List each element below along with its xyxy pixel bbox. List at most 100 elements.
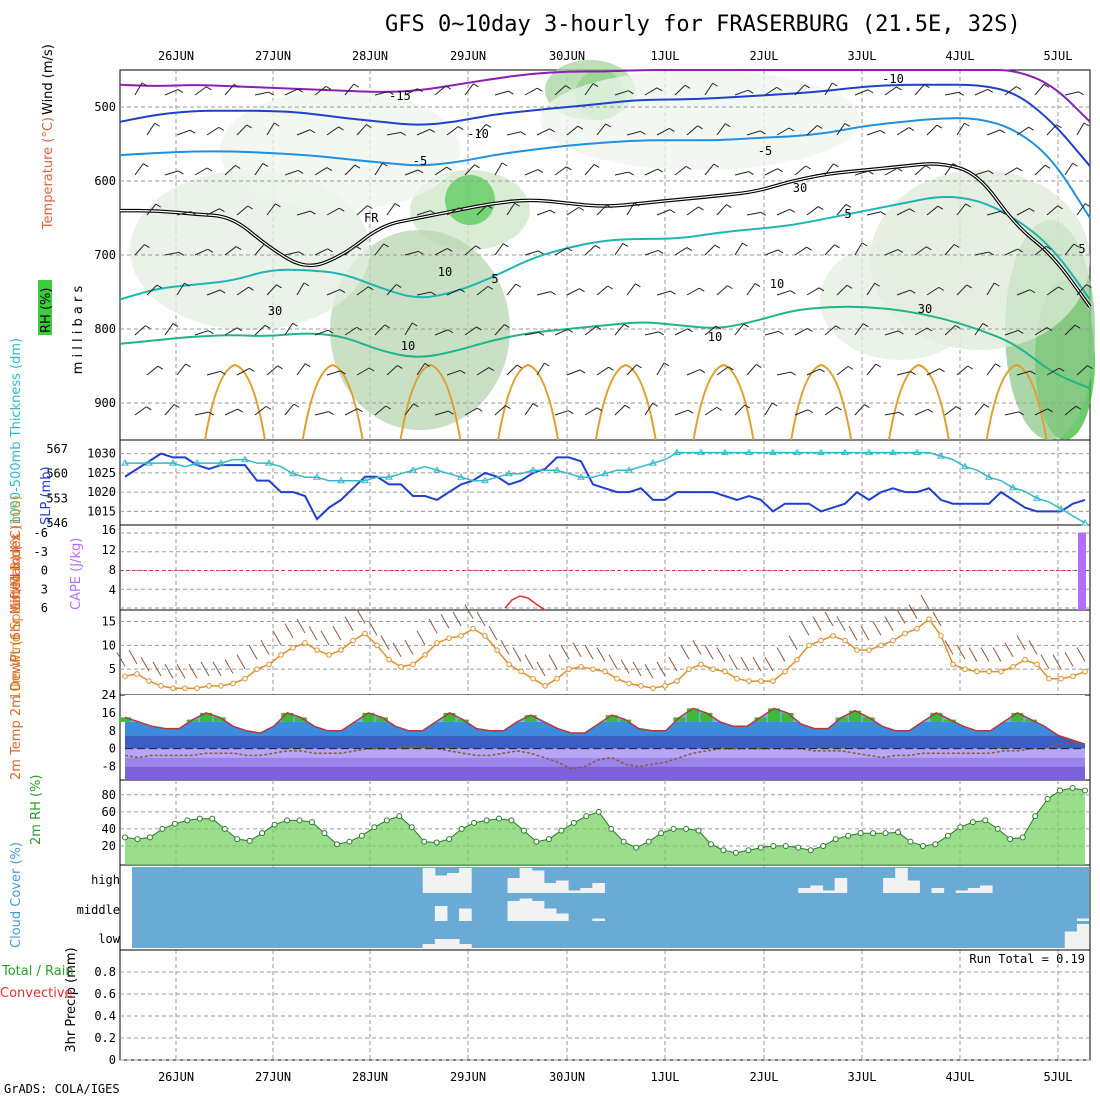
wind-speed-point — [1082, 668, 1088, 675]
upper-wind-barb-flag — [268, 91, 274, 96]
surface-wind-barb — [644, 663, 654, 679]
rh2m-point — [296, 817, 303, 824]
upper-wind-barb — [206, 289, 221, 296]
upper-wind-barb — [416, 291, 431, 296]
upper-wind-barb — [1034, 327, 1048, 336]
thickness-marker — [529, 466, 537, 473]
slp-tick-label: 1020 — [87, 485, 116, 499]
li-tick-label: 6 — [41, 601, 48, 615]
rh-tick-label: 80 — [102, 788, 116, 802]
ylabel-millibars: m i l l i b a r s — [71, 286, 86, 375]
ylabel-convective: Convective — [0, 986, 73, 1001]
temp-warm-fill — [213, 717, 226, 722]
li-tick-label: 3 — [41, 582, 48, 596]
upper-wind-barb — [434, 166, 447, 176]
upper-wind-barb — [146, 203, 157, 216]
surface-wind-barb — [476, 611, 486, 627]
upper-wind-barb-flag — [1046, 327, 1053, 332]
upper-wind-barb-flag — [430, 291, 436, 296]
upper-wind-barb-flag — [382, 162, 388, 167]
upper-wind-barb — [194, 330, 209, 336]
surface-wind-barb — [260, 640, 270, 655]
upper-wind-barb-flag — [394, 203, 401, 207]
wind-speed-point — [374, 642, 380, 649]
upper-wind-barb — [404, 88, 418, 96]
upper-wind-barb-flag — [293, 403, 300, 408]
upper-wind-barb-flag — [338, 126, 344, 131]
upper-wind-barb-flag — [418, 250, 424, 255]
upper-wind-barb-flag — [155, 203, 162, 208]
wind-speed-point — [350, 637, 356, 644]
temp-tick-label: 0 — [109, 742, 116, 756]
upper-wind-barb-flag — [967, 365, 973, 370]
upper-wind-barb — [404, 403, 414, 416]
rh2m-point — [533, 838, 540, 845]
surface-wind-barb — [728, 654, 738, 669]
date-label-bottom: 30JUN — [549, 1070, 585, 1084]
upper-wind-barb-flag — [953, 244, 960, 248]
warm-isotherm-hump — [790, 363, 853, 441]
upper-wind-barb-flag — [875, 363, 882, 368]
temp-ylabel-group: 2m Temp 2m DewPt (6hr Min/Max) (°C) — [9, 525, 24, 780]
upper-wind-barb — [824, 244, 835, 256]
upper-wind-barb — [296, 282, 305, 296]
cape-tick-label: 8 — [109, 563, 116, 577]
rh2m-point — [683, 825, 690, 832]
upper-wind-barb-flag — [760, 211, 767, 216]
temp-warm-fill — [930, 712, 943, 722]
surface-wind-barb — [800, 621, 810, 636]
li-tick-label: -3 — [34, 545, 48, 559]
upper-wind-barb-flag — [936, 124, 943, 129]
surface-wind-barb — [368, 621, 378, 636]
upper-wind-barb — [314, 167, 328, 176]
wind-speed-point — [566, 666, 572, 672]
cloud-cell-low — [422, 944, 436, 949]
upper-wind-barb — [1064, 91, 1079, 96]
surface-wind-barb — [308, 625, 318, 641]
upper-wind-barb-flag — [845, 203, 852, 208]
upper-wind-barb — [626, 202, 635, 216]
upper-wind-barb — [794, 165, 807, 176]
upper-wind-barb-flag — [357, 408, 363, 413]
contour-label: 5 — [844, 207, 851, 221]
wind-speed-point — [386, 656, 392, 663]
rh2m-point — [695, 827, 702, 834]
upper-wind-barb — [1064, 162, 1074, 176]
upper-wind-barb — [176, 211, 191, 216]
upper-wind-barb — [824, 325, 836, 336]
upper-wind-barb-flag — [716, 406, 722, 411]
upper-wind-barb — [1046, 205, 1058, 216]
upper-wind-barb — [974, 88, 988, 96]
upper-wind-barb-flag — [874, 282, 880, 287]
upper-wind-barb — [734, 323, 745, 336]
wind-speed-point — [1034, 661, 1040, 668]
upper-wind-barb — [866, 211, 881, 216]
thickness-marker — [913, 448, 921, 456]
wind-speed-point — [758, 678, 764, 684]
upper-wind-barb-flag — [327, 329, 334, 334]
upper-wind-barb-flag — [806, 246, 812, 251]
upper-wind-barb-flag — [544, 362, 550, 367]
upper-wind-barb — [866, 129, 881, 136]
contour-label: -5 — [413, 154, 427, 168]
upper-wind-barb-flag — [670, 290, 676, 295]
cloud-cell-high — [422, 868, 436, 893]
upper-wind-barb — [554, 328, 568, 336]
upper-wind-barb — [356, 286, 369, 296]
surface-wind-barb — [344, 616, 354, 631]
date-label-bottom: 26JUN — [158, 1070, 194, 1084]
rh2m-point — [770, 842, 777, 849]
upper-wind-barb — [704, 82, 714, 96]
upper-wind-barb — [206, 208, 220, 216]
upper-wind-barb — [314, 411, 329, 416]
wind-speed-point — [1058, 675, 1064, 682]
upper-wind-barb-flag — [303, 282, 310, 287]
rh2m-point — [421, 838, 428, 845]
upper-wind-barb-flag — [744, 404, 750, 409]
slp-ylabel-group: 1000-500mb Thickness (dm) SLP (mb) — [9, 338, 54, 525]
upper-wind-barb-flag — [1083, 122, 1090, 127]
upper-wind-barb-flag — [246, 124, 252, 129]
upper-wind-barb-flag — [485, 123, 492, 128]
upper-wind-barb-flag — [727, 285, 733, 290]
upper-wind-barb — [584, 326, 597, 336]
